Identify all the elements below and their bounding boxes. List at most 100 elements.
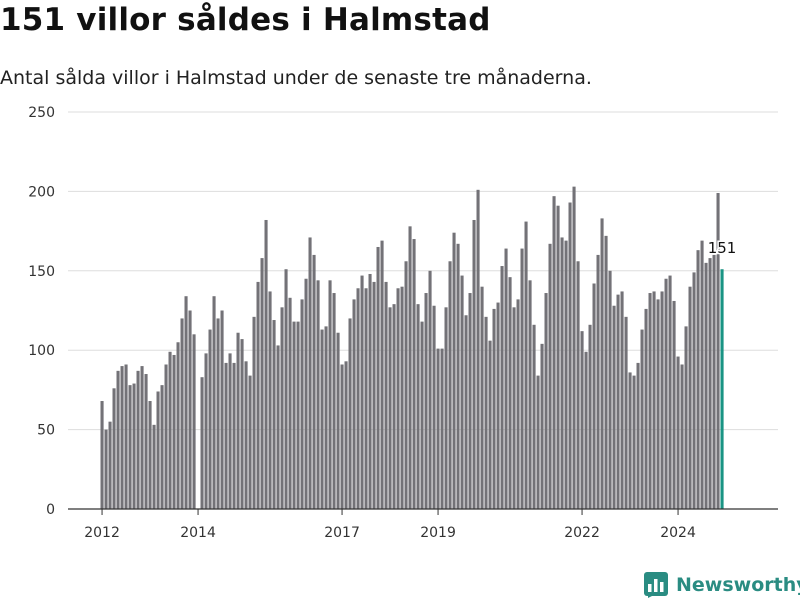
bar <box>304 278 308 509</box>
newsworthy-logo-icon <box>644 572 668 598</box>
bar <box>660 291 664 509</box>
bar <box>432 305 436 509</box>
bar <box>104 429 108 509</box>
bar <box>540 343 544 509</box>
bar <box>192 334 196 509</box>
bar <box>260 258 264 509</box>
bar <box>708 258 712 509</box>
bar <box>256 281 260 509</box>
bar <box>620 291 624 509</box>
bar <box>404 261 408 509</box>
bar <box>244 361 248 509</box>
bar <box>528 280 532 509</box>
bar <box>200 377 204 509</box>
bar <box>480 286 484 509</box>
bar <box>144 374 148 509</box>
y-tick-label: 250 <box>28 105 55 121</box>
bar <box>508 277 512 509</box>
bar <box>116 370 120 509</box>
bar <box>636 362 640 509</box>
x-tick-label: 2012 <box>84 525 120 541</box>
bar <box>152 424 156 509</box>
bar <box>696 250 700 509</box>
bar <box>700 240 704 510</box>
bar <box>712 254 716 509</box>
bar-highlight <box>720 269 724 509</box>
bar <box>588 324 592 509</box>
bar <box>188 310 192 509</box>
bar <box>324 326 328 509</box>
y-tick-label: 100 <box>28 343 55 359</box>
bar <box>216 318 220 509</box>
bar <box>132 383 136 509</box>
bar <box>484 316 488 509</box>
bar <box>488 340 492 509</box>
brand-logo[interactable]: Newsworthy <box>644 570 800 600</box>
bar <box>652 291 656 509</box>
bar <box>644 308 648 509</box>
bar <box>684 326 688 509</box>
bar <box>344 361 348 509</box>
bar <box>640 329 644 509</box>
x-axis-labels: 2012 2014 2017 2019 2022 2024 <box>84 525 696 541</box>
x-tick-label: 2024 <box>660 525 696 541</box>
bar <box>128 385 132 509</box>
bar <box>456 243 460 509</box>
bar <box>340 364 344 509</box>
bar <box>500 266 504 509</box>
bar <box>100 401 104 509</box>
bar <box>360 275 364 509</box>
bar <box>312 254 316 509</box>
bar <box>656 299 660 509</box>
bar <box>300 299 304 509</box>
bar <box>308 237 312 509</box>
bar <box>264 219 268 509</box>
bar <box>124 364 128 509</box>
bar <box>716 192 720 509</box>
bar <box>444 307 448 509</box>
x-tick-label: 2019 <box>420 525 456 541</box>
bar <box>412 239 416 510</box>
bar <box>556 205 560 509</box>
bar <box>428 270 432 509</box>
bar <box>348 318 352 509</box>
bar <box>364 288 368 509</box>
bar <box>648 293 652 509</box>
annotations: 151 <box>706 238 738 259</box>
bar <box>328 280 332 509</box>
bar <box>420 321 424 509</box>
bar <box>572 186 576 510</box>
bar <box>688 286 692 509</box>
x-tick-label: 2017 <box>324 525 360 541</box>
bar <box>416 304 420 509</box>
bar <box>292 321 296 509</box>
bar <box>136 370 140 509</box>
bar <box>120 366 124 509</box>
bar <box>176 342 180 509</box>
bar <box>252 316 256 509</box>
bar <box>388 307 392 509</box>
bar <box>220 310 224 509</box>
bar <box>160 385 164 509</box>
bar <box>184 296 188 509</box>
bar <box>448 261 452 509</box>
bar <box>628 372 632 509</box>
bar <box>240 339 244 509</box>
y-tick-label: 50 <box>37 423 55 439</box>
bar <box>592 283 596 509</box>
bar <box>596 254 600 509</box>
bar <box>204 353 208 509</box>
bar <box>564 240 568 510</box>
bar <box>476 189 480 509</box>
bar <box>548 243 552 509</box>
bar <box>460 275 464 509</box>
bar <box>496 302 500 509</box>
bar <box>464 315 468 509</box>
bar <box>356 288 360 509</box>
bar <box>368 273 372 509</box>
x-tick-label: 2022 <box>564 525 600 541</box>
bar <box>384 281 388 509</box>
bars <box>100 186 724 510</box>
bar <box>332 293 336 509</box>
bar <box>512 307 516 509</box>
